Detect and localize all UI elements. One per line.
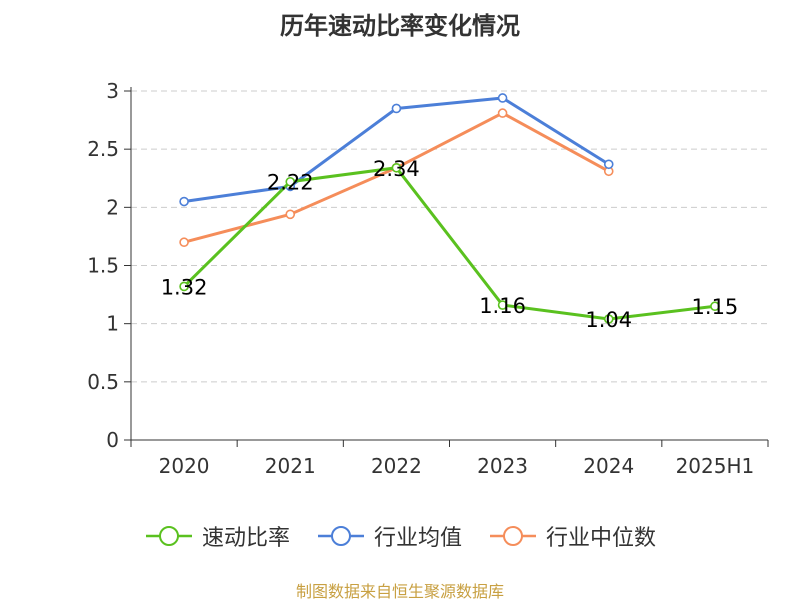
legend-item[interactable]: 行业均值	[316, 520, 462, 552]
data-label: 2.22	[267, 171, 314, 195]
legend-label: 行业中位数	[546, 526, 657, 551]
series-1	[179, 93, 614, 207]
legend-item[interactable]: 行业中位数	[488, 520, 656, 552]
legend-swatch-marker	[503, 526, 523, 546]
x-tick-label: 2024	[583, 454, 634, 478]
legend-label: 速动比率	[201, 526, 290, 551]
data-point	[497, 93, 508, 103]
data-point	[497, 300, 508, 310]
data-point	[179, 237, 189, 248]
data-point	[179, 196, 189, 207]
axis-layer: 0 0.5 1 1.5 2 2.5 3 2020 2021 2022 2023 2024 2025H1	[87, 79, 769, 478]
data-point	[710, 301, 720, 312]
series-line	[183, 166, 716, 321]
data-label: 1.04	[585, 308, 632, 332]
x-tick-label: 2023	[477, 454, 528, 478]
series-line	[183, 96, 610, 204]
data-label-layer: 1.32 2.22 2.34 1.16 1.04 1.15	[161, 157, 739, 332]
data-label: 1.16	[479, 294, 526, 318]
x-tick-label: 2021	[265, 454, 316, 478]
legend-item[interactable]: 速动比率	[144, 520, 290, 552]
data-point	[285, 176, 296, 187]
data-point	[285, 209, 296, 220]
legend-swatch-marker	[158, 526, 179, 546]
y-tick-label: 2.5	[87, 137, 119, 161]
legend-swatch	[145, 526, 192, 546]
chart-title: 历年速动比率变化情况	[280, 12, 520, 40]
data-point	[497, 108, 508, 118]
legend-swatch	[317, 526, 364, 546]
legend-swatch	[490, 526, 536, 546]
data-point	[179, 281, 189, 292]
y-tick-label: 3	[106, 79, 119, 103]
data-point	[391, 162, 402, 173]
y-tick-label: 1.5	[87, 254, 119, 278]
data-label: 1.32	[161, 275, 208, 299]
data-point	[391, 103, 402, 114]
data-label: 2.34	[373, 157, 420, 181]
y-tick-label: 2	[106, 195, 119, 219]
series-0	[179, 162, 720, 324]
grid-layer	[131, 90, 768, 383]
data-point	[603, 159, 614, 170]
x-tick-label: 2022	[371, 454, 422, 478]
y-tick-label: 1	[106, 312, 119, 336]
chart-legend: 速动比率 行业均值 行业中位数	[0, 520, 800, 552]
legend-label: 行业均值	[373, 526, 462, 551]
series-layer	[179, 93, 720, 324]
y-tick-label: 0	[106, 428, 119, 452]
data-source-note: 制图数据来自恒生聚源数据库	[295, 582, 504, 601]
y-tick-label: 0.5	[87, 370, 119, 394]
data-point	[603, 314, 614, 324]
x-tick-label: 2020	[159, 454, 210, 478]
legend-swatch-marker	[330, 526, 351, 546]
x-tick-label: 2025H1	[676, 454, 755, 478]
data-label: 1.15	[692, 295, 739, 319]
